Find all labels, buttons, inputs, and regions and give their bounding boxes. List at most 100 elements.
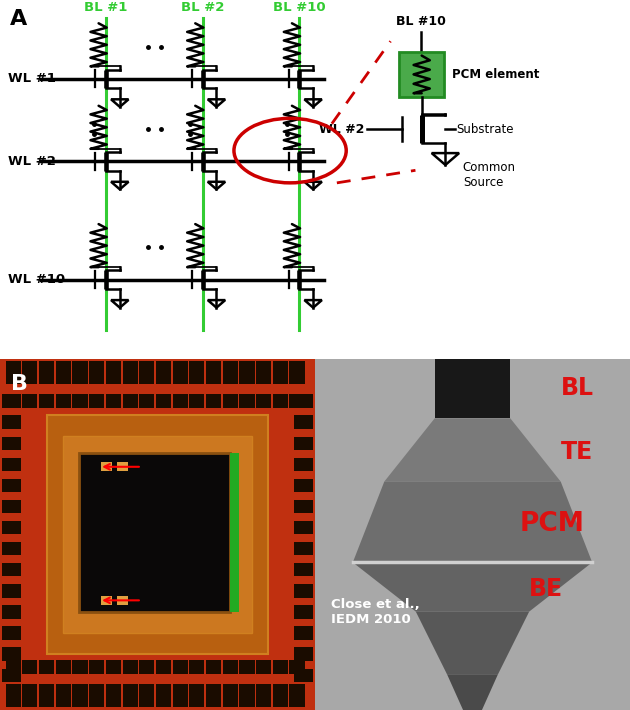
Bar	[239, 684, 255, 707]
Bar	[6, 660, 21, 674]
Bar	[273, 660, 288, 674]
Bar	[173, 361, 188, 384]
Bar	[122, 660, 137, 674]
Text: WL #2: WL #2	[8, 155, 55, 168]
Bar	[2, 648, 21, 661]
Bar	[273, 361, 288, 384]
Bar	[101, 596, 112, 604]
Bar	[173, 684, 188, 707]
Bar	[189, 394, 204, 408]
Bar	[47, 415, 268, 654]
Bar	[139, 660, 154, 674]
Text: WL #1: WL #1	[8, 72, 55, 85]
Bar	[289, 684, 304, 707]
Polygon shape	[353, 481, 592, 562]
Bar	[106, 394, 121, 408]
Bar	[256, 361, 272, 384]
Bar	[39, 394, 54, 408]
Bar	[72, 684, 88, 707]
Bar	[2, 500, 21, 513]
Bar	[122, 361, 137, 384]
Bar	[223, 684, 238, 707]
Bar	[23, 660, 38, 674]
Polygon shape	[447, 674, 498, 710]
Bar	[156, 361, 171, 384]
Bar	[2, 605, 21, 618]
Bar	[156, 684, 171, 707]
Bar	[2, 437, 21, 450]
Bar	[106, 361, 121, 384]
Bar	[189, 361, 204, 384]
Bar	[230, 454, 239, 611]
Text: B: B	[11, 374, 28, 394]
Bar	[399, 52, 444, 97]
Bar	[23, 394, 38, 408]
Bar	[2, 563, 21, 577]
Bar	[289, 660, 304, 674]
Bar	[294, 584, 313, 598]
Text: BL #1: BL #1	[84, 1, 128, 13]
Polygon shape	[384, 418, 561, 481]
Bar	[106, 684, 121, 707]
Bar	[6, 394, 21, 408]
Bar	[56, 684, 71, 707]
Bar	[2, 584, 21, 598]
Bar	[206, 394, 221, 408]
Bar	[89, 660, 105, 674]
Bar	[101, 462, 112, 471]
Bar	[189, 660, 204, 674]
Bar	[223, 394, 238, 408]
Bar	[39, 684, 54, 707]
Bar	[294, 563, 313, 577]
Bar	[294, 394, 313, 408]
Text: BL #10: BL #10	[273, 1, 326, 13]
Text: Close et al.,
IEDM 2010: Close et al., IEDM 2010	[331, 598, 420, 626]
Bar	[239, 361, 255, 384]
Text: A: A	[9, 9, 26, 29]
Bar	[89, 684, 105, 707]
Bar	[294, 626, 313, 640]
Bar	[72, 660, 88, 674]
Bar	[39, 361, 54, 384]
Polygon shape	[416, 611, 529, 674]
Bar	[2, 521, 21, 534]
Bar	[2, 394, 21, 408]
Bar	[56, 394, 71, 408]
Text: BL #10: BL #10	[396, 15, 446, 28]
Bar	[122, 684, 137, 707]
Bar	[206, 361, 221, 384]
Bar	[294, 605, 313, 618]
Bar	[289, 394, 304, 408]
Bar	[2, 542, 21, 555]
Bar	[23, 361, 38, 384]
Bar	[2, 626, 21, 640]
Text: TE: TE	[561, 439, 593, 464]
Bar	[256, 394, 272, 408]
Bar	[23, 684, 38, 707]
Bar	[206, 660, 221, 674]
Bar	[156, 394, 171, 408]
Bar	[117, 462, 127, 471]
Bar	[6, 684, 21, 707]
Bar	[156, 660, 171, 674]
Text: BL #2: BL #2	[181, 1, 224, 13]
Bar	[294, 458, 313, 471]
Bar	[256, 660, 272, 674]
Bar	[239, 394, 255, 408]
Text: WL #2: WL #2	[319, 123, 364, 136]
Bar	[139, 684, 154, 707]
Bar	[294, 479, 313, 492]
Bar	[294, 415, 313, 429]
Bar	[294, 500, 313, 513]
Bar	[106, 660, 121, 674]
Bar	[63, 436, 252, 633]
Bar	[117, 596, 127, 604]
Bar	[56, 660, 71, 674]
Bar	[206, 684, 221, 707]
Text: Substrate: Substrate	[457, 123, 514, 136]
Bar	[294, 521, 313, 534]
Text: WL #10: WL #10	[8, 273, 65, 286]
Bar	[239, 660, 255, 674]
Polygon shape	[353, 562, 592, 611]
Bar	[72, 394, 88, 408]
